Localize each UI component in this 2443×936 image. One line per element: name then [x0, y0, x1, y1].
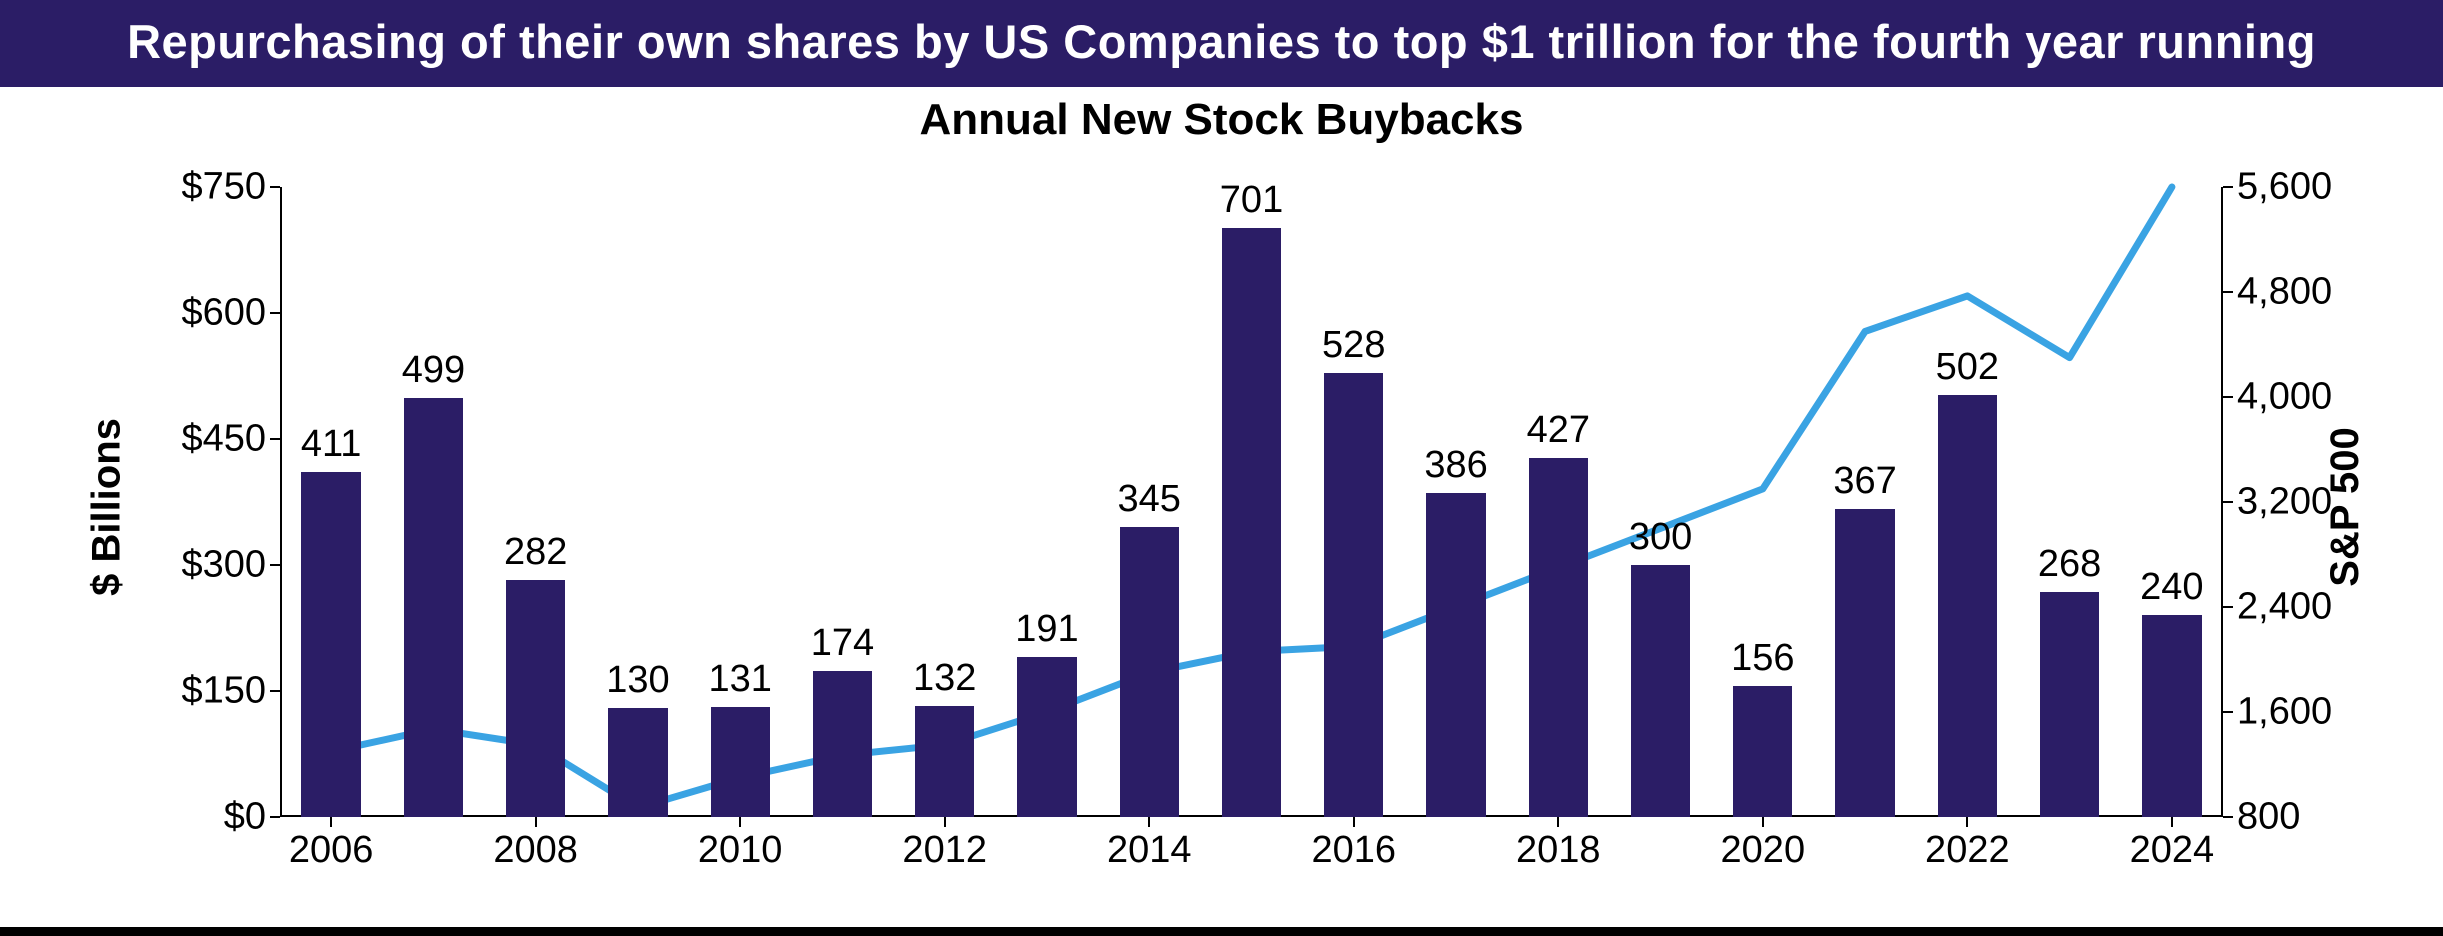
bar	[915, 706, 974, 817]
x-tick-mark	[1762, 817, 1764, 827]
bar-value-label: 191	[1015, 608, 1078, 651]
bar-value-label: 268	[2038, 543, 2101, 586]
y1-tick-mark	[270, 816, 280, 818]
x-tick-mark	[1966, 817, 1968, 827]
x-tick-label: 2016	[1311, 829, 1396, 872]
y1-tick-label: $750	[181, 166, 266, 209]
bar-value-label: 528	[1322, 324, 1385, 367]
bar	[711, 707, 770, 817]
bar-value-label: 132	[913, 657, 976, 700]
bar	[1222, 228, 1281, 817]
x-tick-mark	[330, 817, 332, 827]
y1-tick-mark	[270, 564, 280, 566]
y1-tick-label: $450	[181, 418, 266, 461]
bar-value-label: 300	[1629, 516, 1692, 559]
y2-tick-mark	[2223, 186, 2233, 188]
x-tick-mark	[1557, 817, 1559, 827]
bar-value-label: 130	[606, 659, 669, 702]
y1-tick-mark	[270, 312, 280, 314]
bar	[1529, 458, 1588, 817]
bar	[1120, 527, 1179, 817]
bar-value-label: 502	[1936, 346, 1999, 389]
chart-region: $0$150$300$450$600$7508001,6002,4003,200…	[280, 187, 2223, 817]
bar-value-label: 174	[811, 622, 874, 665]
bar-value-label: 345	[1118, 478, 1181, 521]
x-tick-label: 2022	[1925, 829, 2010, 872]
y1-tick-mark	[270, 690, 280, 692]
y2-tick-mark	[2223, 816, 2233, 818]
x-tick-mark	[944, 817, 946, 827]
bar	[1017, 657, 1076, 817]
y2-tick-mark	[2223, 291, 2233, 293]
x-tick-label: 2010	[698, 829, 783, 872]
x-tick-label: 2006	[289, 829, 374, 872]
bar	[301, 472, 360, 817]
x-tick-mark	[1353, 817, 1355, 827]
bar-value-label: 386	[1424, 444, 1487, 487]
chart-frame: Repurchasing of their own shares by US C…	[0, 0, 2443, 936]
y2-tick-mark	[2223, 606, 2233, 608]
y1-tick-label: $300	[181, 544, 266, 587]
bar	[404, 398, 463, 817]
chart-title: Annual New Stock Buybacks	[0, 95, 2443, 145]
bar-value-label: 411	[301, 423, 362, 466]
y2-tick-mark	[2223, 501, 2233, 503]
y2-tick-mark	[2223, 711, 2233, 713]
x-tick-label: 2014	[1107, 829, 1192, 872]
y2-tick-label: 3,200	[2237, 481, 2332, 524]
bar-value-label: 282	[504, 531, 567, 574]
y1-tick-label: $0	[224, 796, 266, 839]
bar	[813, 671, 872, 817]
y1-tick-label: $600	[181, 292, 266, 335]
y2-tick-label: 2,400	[2237, 586, 2332, 629]
y2-tick-label: 4,000	[2237, 376, 2332, 419]
y1-tick-mark	[270, 186, 280, 188]
x-tick-label: 2018	[1516, 829, 1601, 872]
bar	[608, 708, 667, 817]
bar	[1938, 395, 1997, 817]
bar	[1324, 373, 1383, 817]
y2-tick-mark	[2223, 396, 2233, 398]
x-tick-mark	[739, 817, 741, 827]
plot-area: Annual New Stock Buybacks $ Billions S&P…	[0, 87, 2443, 927]
x-tick-mark	[535, 817, 537, 827]
x-tick-label: 2024	[2130, 829, 2215, 872]
bar	[1733, 686, 1792, 817]
bar	[1835, 509, 1894, 817]
y2-tick-label: 5,600	[2237, 166, 2332, 209]
bar	[1426, 493, 1485, 817]
bar	[506, 580, 565, 817]
x-tick-mark	[2171, 817, 2173, 827]
bar	[2040, 592, 2099, 817]
banner-text: Repurchasing of their own shares by US C…	[127, 15, 2316, 68]
bar-value-label: 240	[2140, 566, 2203, 609]
x-tick-label: 2012	[902, 829, 987, 872]
x-tick-label: 2008	[493, 829, 578, 872]
y1-tick-mark	[270, 438, 280, 440]
banner: Repurchasing of their own shares by US C…	[0, 0, 2443, 87]
bar-value-label: 131	[708, 658, 771, 701]
bar-value-label: 499	[402, 349, 465, 392]
y1-axis-label: $ Billions	[84, 418, 129, 596]
y2-tick-label: 800	[2237, 796, 2300, 839]
bar	[2142, 615, 2201, 817]
bar-value-label: 701	[1220, 179, 1283, 222]
bar	[1631, 565, 1690, 817]
bar-value-label: 427	[1527, 409, 1590, 452]
bar-value-label: 156	[1731, 637, 1794, 680]
x-tick-label: 2020	[1721, 829, 1806, 872]
x-tick-mark	[1148, 817, 1150, 827]
y2-tick-label: 4,800	[2237, 271, 2332, 314]
y2-tick-label: 1,600	[2237, 691, 2332, 734]
y1-tick-label: $150	[181, 670, 266, 713]
bar-value-label: 367	[1833, 460, 1896, 503]
